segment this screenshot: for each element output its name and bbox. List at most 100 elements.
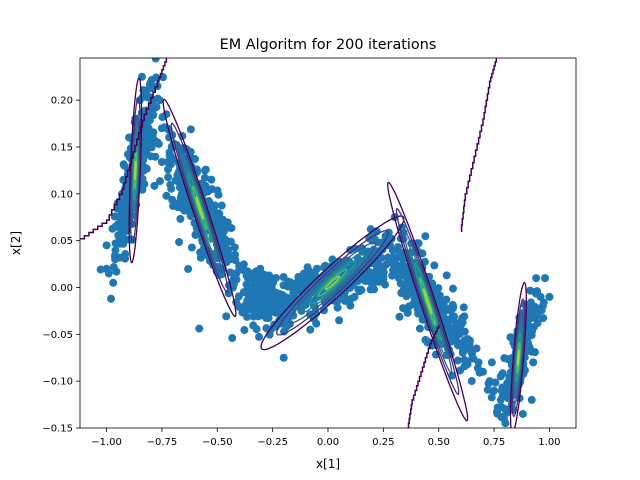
contour-line <box>177 142 223 274</box>
scatter-point <box>144 124 153 133</box>
scatter-point <box>239 288 248 297</box>
scatter-point <box>266 290 275 299</box>
scatter-point <box>228 334 237 343</box>
scatter-point <box>371 268 380 277</box>
scatter-point <box>104 269 113 278</box>
x-tick-label: 0.00 <box>317 437 339 448</box>
scatter-point <box>290 288 299 297</box>
scatter-point <box>324 265 333 274</box>
scatter-point <box>459 303 468 312</box>
scatter-point <box>456 339 465 348</box>
scatter-point <box>390 255 399 264</box>
x-tick-label: −0.75 <box>147 437 178 448</box>
scatter-point <box>487 358 496 367</box>
contour-line <box>170 122 229 294</box>
scatter-point <box>386 241 394 250</box>
scatter-point <box>111 255 120 264</box>
scatter-point <box>157 157 166 166</box>
y-tick-label: 0.15 <box>51 142 73 153</box>
scatter-point <box>487 393 496 402</box>
scatter-point <box>196 253 205 262</box>
scatter-point <box>333 303 342 312</box>
scatter-point <box>222 312 231 321</box>
scatter-point <box>311 272 320 281</box>
scatter-point <box>448 371 457 380</box>
scatter-point <box>434 284 443 293</box>
y-tick-label: −0.05 <box>42 330 73 341</box>
scatter-point <box>496 395 505 404</box>
scatter-point <box>399 288 408 297</box>
contour-line <box>387 181 469 422</box>
scatter-point <box>448 284 457 293</box>
contour-line <box>317 268 348 297</box>
scatter-point <box>163 165 172 174</box>
scatter-point <box>256 264 265 273</box>
scatter-point <box>96 265 105 274</box>
scatter-point <box>529 358 538 367</box>
y-tick-label: −0.10 <box>42 377 73 388</box>
scatter-point <box>226 268 235 277</box>
scatter-point <box>541 274 549 283</box>
scatter-point <box>287 294 296 303</box>
y-axis-label: x[2] <box>9 231 23 255</box>
scatter-point <box>539 314 548 323</box>
y-tick-label: 0.05 <box>51 236 73 247</box>
scatter-point <box>262 311 270 320</box>
scatter-point <box>162 191 171 200</box>
scatter-point <box>448 300 457 309</box>
contour-line <box>195 196 204 220</box>
scatter-point <box>191 230 200 239</box>
scatter-point <box>377 246 386 255</box>
contour-line <box>513 311 524 404</box>
scatter-point <box>340 296 349 305</box>
contour-line <box>132 140 138 201</box>
scatter-point <box>271 273 280 282</box>
scatter-point <box>265 271 274 280</box>
scatter-point <box>401 264 410 273</box>
scatter-point <box>162 110 171 119</box>
x-tick-label: 0.50 <box>428 437 450 448</box>
scatter-point <box>395 312 404 321</box>
scatter-point <box>222 220 231 229</box>
x-axis-label: x[1] <box>316 457 340 471</box>
scatter-point <box>224 246 233 255</box>
contour-line <box>187 172 212 244</box>
scatter-point <box>430 261 439 270</box>
contour-line <box>260 215 405 351</box>
scatter-point <box>204 187 213 196</box>
scatter-point <box>421 232 430 241</box>
x-tick-label: −1.00 <box>91 437 122 448</box>
scatter-point <box>109 278 118 287</box>
decision-boundary <box>407 325 440 428</box>
scatter-point <box>214 209 223 218</box>
contour-line <box>308 260 356 305</box>
scatter-point <box>450 325 459 334</box>
x-tick-label: 1.00 <box>538 437 560 448</box>
scatter-point <box>142 144 151 153</box>
scatter-point <box>280 327 289 336</box>
scatter-point <box>538 302 547 311</box>
decision-boundary <box>460 58 498 233</box>
scatter-point <box>240 326 249 335</box>
contour-line <box>515 332 522 383</box>
scatter-point <box>249 312 258 321</box>
scatter-point <box>243 296 252 305</box>
scatter-point <box>286 278 295 287</box>
scatter-point <box>246 274 255 283</box>
contour-line <box>514 322 523 393</box>
scatter-point <box>172 199 181 208</box>
x-tick-label: 0.75 <box>483 437 505 448</box>
scatter-point <box>201 165 210 174</box>
y-tick-label: −0.15 <box>42 424 73 435</box>
scatter-point <box>418 249 427 258</box>
scatter-point <box>350 292 359 301</box>
scatter-point <box>120 161 129 170</box>
scatter-point <box>173 171 182 180</box>
scatter-point <box>167 184 176 193</box>
scatter-point <box>208 208 217 217</box>
scatter-point <box>474 358 483 367</box>
scatter-point <box>279 273 288 282</box>
scatter-point <box>532 274 541 283</box>
scatter-point <box>467 349 476 358</box>
